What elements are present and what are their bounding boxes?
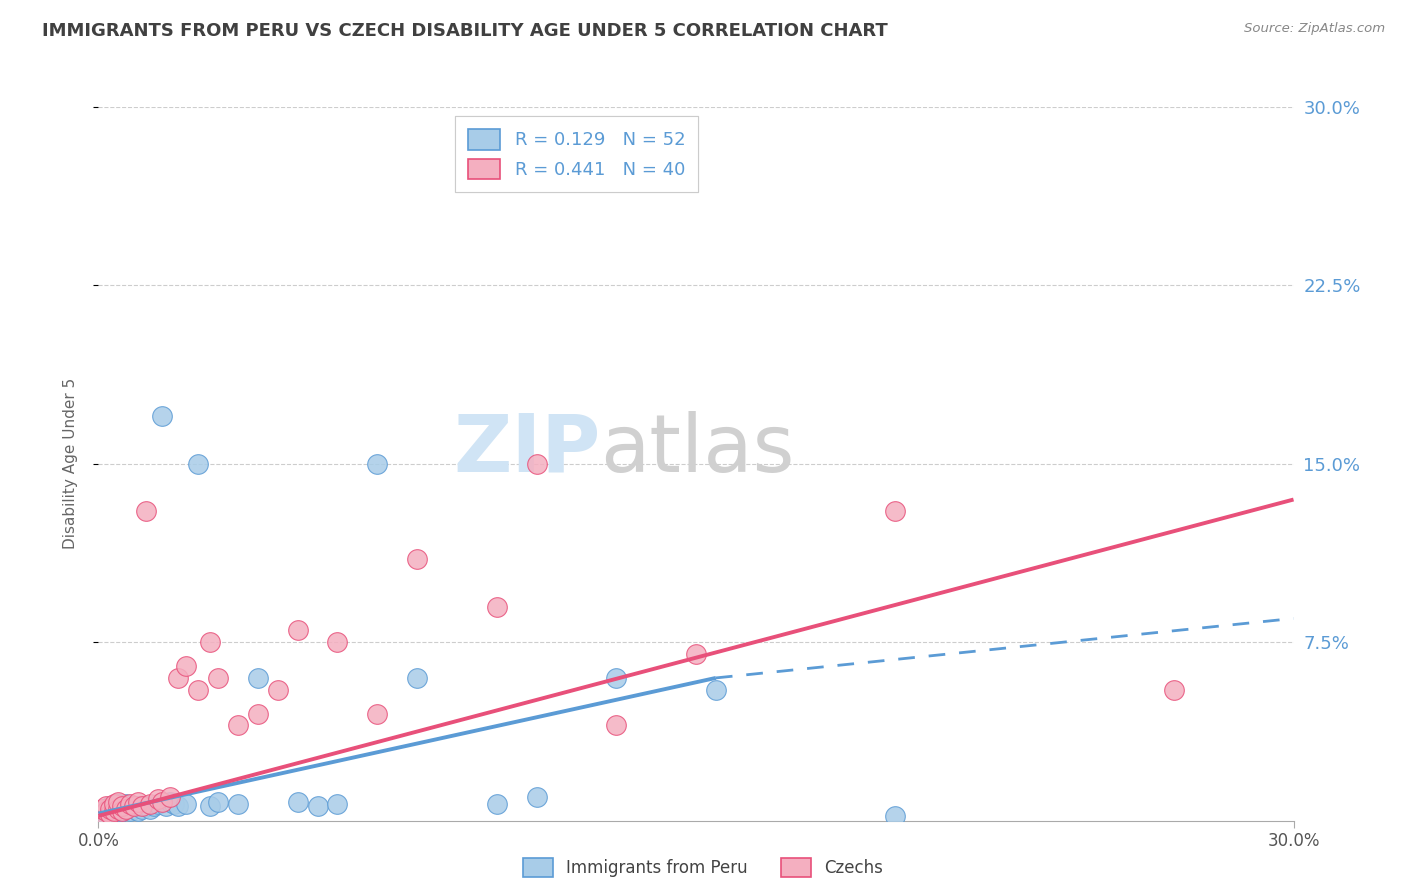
Point — [150, 795, 173, 809]
Point — [685, 647, 707, 661]
Point — [187, 457, 209, 471]
Point — [107, 797, 129, 811]
Point — [406, 552, 429, 566]
Point — [366, 706, 388, 721]
Point — [526, 457, 548, 471]
Point — [103, 804, 125, 818]
Point — [100, 799, 122, 814]
Point — [96, 804, 118, 818]
Point — [131, 799, 153, 814]
Point — [704, 682, 727, 697]
Point — [366, 457, 388, 471]
Point — [605, 718, 627, 732]
Point — [287, 795, 309, 809]
Point — [107, 802, 129, 816]
Point — [103, 809, 125, 823]
Point — [115, 802, 138, 816]
Point — [406, 671, 429, 685]
Point — [167, 671, 190, 685]
Point — [96, 806, 118, 821]
Point — [124, 802, 146, 816]
Point — [207, 671, 229, 685]
Point — [148, 797, 170, 811]
Point — [100, 802, 122, 816]
Point — [307, 799, 329, 814]
Point — [107, 795, 129, 809]
Point — [155, 799, 177, 814]
Point — [100, 806, 122, 821]
Point — [207, 795, 229, 809]
Point — [124, 799, 146, 814]
Point — [526, 789, 548, 804]
Point — [198, 799, 221, 814]
Point — [884, 809, 907, 823]
Point — [163, 797, 186, 811]
Point — [198, 635, 221, 649]
Point — [1163, 682, 1185, 697]
Point — [174, 659, 197, 673]
Point — [246, 671, 269, 685]
Point — [884, 504, 907, 518]
Point — [150, 409, 173, 424]
Text: Source: ZipAtlas.com: Source: ZipAtlas.com — [1244, 22, 1385, 36]
Point — [120, 799, 142, 814]
Point — [111, 804, 134, 818]
Point — [100, 806, 122, 821]
Point — [103, 799, 125, 814]
Point — [96, 802, 118, 816]
Legend: R = 0.129   N = 52, R = 0.441   N = 40: R = 0.129 N = 52, R = 0.441 N = 40 — [456, 116, 697, 192]
Point — [91, 809, 114, 823]
Point — [111, 804, 134, 818]
Point — [103, 797, 125, 811]
Point — [148, 792, 170, 806]
Point — [226, 797, 249, 811]
Point — [143, 799, 166, 814]
Point — [111, 799, 134, 814]
Text: atlas: atlas — [600, 410, 794, 489]
Point — [326, 635, 349, 649]
Point — [115, 802, 138, 816]
Point — [135, 504, 157, 518]
Point — [485, 797, 508, 811]
Y-axis label: Disability Age Under 5: Disability Age Under 5 — [63, 378, 77, 549]
Point — [100, 802, 122, 816]
Point — [127, 804, 149, 818]
Point — [91, 806, 114, 821]
Point — [91, 802, 114, 816]
Point — [107, 806, 129, 821]
Point — [159, 795, 181, 809]
Point — [120, 804, 142, 818]
Point — [91, 804, 114, 818]
Point — [226, 718, 249, 732]
Point — [115, 797, 138, 811]
Point — [159, 789, 181, 804]
Point — [135, 799, 157, 814]
Point — [107, 802, 129, 816]
Point — [120, 797, 142, 811]
Point — [287, 624, 309, 638]
Point — [246, 706, 269, 721]
Legend: Immigrants from Peru, Czechs: Immigrants from Peru, Czechs — [516, 851, 890, 884]
Point — [96, 804, 118, 818]
Point — [326, 797, 349, 811]
Point — [139, 802, 162, 816]
Point — [111, 799, 134, 814]
Point — [605, 671, 627, 685]
Point — [127, 795, 149, 809]
Point — [174, 797, 197, 811]
Point — [187, 682, 209, 697]
Point — [139, 797, 162, 811]
Point — [107, 804, 129, 818]
Point — [96, 799, 118, 814]
Point — [91, 806, 114, 821]
Point — [131, 802, 153, 816]
Text: ZIP: ZIP — [453, 410, 600, 489]
Text: IMMIGRANTS FROM PERU VS CZECH DISABILITY AGE UNDER 5 CORRELATION CHART: IMMIGRANTS FROM PERU VS CZECH DISABILITY… — [42, 22, 889, 40]
Point — [103, 804, 125, 818]
Point — [267, 682, 290, 697]
Point — [100, 804, 122, 818]
Point — [485, 599, 508, 614]
Point — [167, 799, 190, 814]
Point — [127, 799, 149, 814]
